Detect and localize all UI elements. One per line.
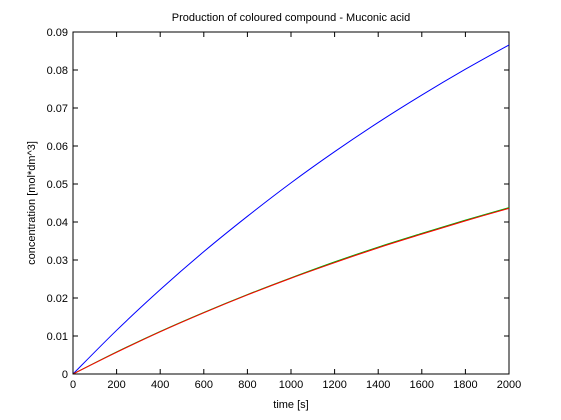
y-tick-label: 0 [62,369,68,381]
y-tick-label: 0.04 [47,217,68,229]
y-tick-label: 0.02 [47,293,68,305]
y-axis-label: concentration [mol*dm^3] [26,141,38,265]
chart-title: Production of coloured compound - Muconi… [172,12,410,24]
series-line-1 [72,44,510,375]
x-tick-label: 200 [107,379,125,391]
y-tick-label: 0.03 [47,255,68,267]
x-tick-label: 0 [70,379,76,391]
y-tick-label: 0.05 [47,179,68,191]
x-tick-label: 1200 [322,379,346,391]
x-tick-label: 1000 [279,379,303,391]
y-tick-label: 0.08 [47,65,68,77]
ticks-layer: 0 200 400 600 800 1000 1200 1400 1600 1800 2000 0 0.… [47,27,522,391]
x-tick-label: 800 [238,379,256,391]
x-tick-label: 400 [151,379,169,391]
x-tick-label: 1600 [410,379,434,391]
x-tick-label: 1800 [453,379,477,391]
y-tick-label: 0.06 [47,141,68,153]
series-line-3 [72,207,510,375]
x-tick-label: 600 [195,379,213,391]
y-tick-label: 0.01 [47,331,68,343]
plot-area [72,31,510,375]
y-tick-label: 0.09 [47,27,68,39]
x-tick-label: 1400 [366,379,390,391]
x-tick-label: 2000 [497,379,521,391]
y-tick-label: 0.07 [47,103,68,115]
x-axis-label: time [s] [273,399,308,411]
series-layer [72,44,510,375]
